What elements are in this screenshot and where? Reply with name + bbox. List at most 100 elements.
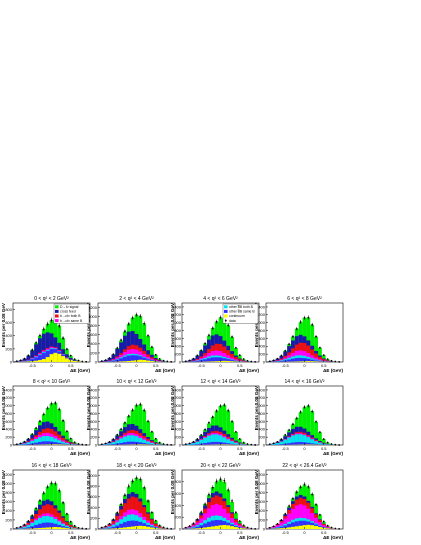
data-point — [235, 346, 237, 349]
y-tick-label: 1200 — [256, 312, 266, 317]
data-point — [280, 519, 283, 521]
data-point — [284, 513, 287, 515]
bar-other-same — [271, 528, 276, 529]
x-tick-label: 0.5 — [153, 363, 159, 368]
bar-signal — [230, 336, 234, 362]
y-tick-label: 600 — [90, 419, 97, 424]
y-tick-label: 0 — [179, 359, 182, 364]
bar-continuum — [317, 527, 322, 529]
data-point — [303, 483, 306, 486]
bar-other-same — [61, 526, 65, 529]
data-point — [166, 360, 169, 363]
bar-continuum — [203, 527, 208, 529]
legend-swatch-crossfeed — [55, 309, 59, 313]
x-tick-label: -0.5 — [282, 530, 290, 535]
y-tick-label: 0 — [179, 442, 182, 447]
x-tick-label: 0.5 — [68, 530, 74, 535]
bar-crossfeed — [30, 350, 35, 362]
y-tick-label: 600 — [5, 320, 12, 325]
bar-other-same — [287, 523, 292, 529]
data-point — [15, 526, 18, 529]
y-tick-label: 400 — [90, 341, 97, 346]
panel-title: 4 < q² < 6 GeV² — [203, 296, 238, 302]
bar-continuum — [233, 361, 238, 362]
data-point — [81, 443, 84, 446]
bar-continuum — [306, 361, 311, 362]
bar-continuum — [34, 360, 39, 362]
legend-swatch-continuum — [224, 314, 228, 318]
bar-other-same — [53, 523, 58, 529]
bar-continuum — [325, 528, 330, 529]
bar-continuum — [210, 526, 215, 529]
bar-other-same — [317, 444, 322, 445]
bar-other-same — [287, 443, 292, 445]
bar-signal — [134, 405, 139, 445]
data-point — [200, 349, 203, 352]
bar-other-same — [310, 359, 315, 362]
bar-other-same — [294, 357, 299, 362]
data-point — [268, 443, 271, 446]
bar-other-same — [279, 361, 284, 362]
bar-signal — [149, 431, 154, 445]
data-point — [211, 416, 214, 418]
y-tick-label: 1000 — [3, 481, 13, 486]
data-point — [23, 440, 26, 443]
data-point — [326, 441, 329, 444]
data-point — [35, 507, 37, 510]
bar-continuum — [130, 526, 135, 529]
bar-signal — [233, 347, 238, 362]
bar-continuum — [146, 526, 150, 529]
data-point — [192, 522, 195, 525]
panel-2: -0.5 0 0.5 0 200 400 600 800 1000 1200 2 < q² < 4 … — [86, 296, 175, 373]
bar-other-both — [294, 434, 299, 445]
bar-other-same — [314, 360, 318, 362]
data-point — [311, 323, 314, 326]
data-point — [62, 419, 64, 422]
bar-continuum — [298, 361, 303, 362]
y-tick-label: 800 — [90, 411, 97, 416]
y-tick-label: 600 — [90, 494, 97, 499]
data-point — [276, 440, 279, 443]
data-point — [295, 491, 298, 494]
bar-other-same — [207, 358, 211, 362]
y-tick-label: 200 — [174, 515, 181, 520]
bar-bcln-same — [306, 508, 311, 529]
bar-other-both — [30, 522, 35, 529]
bar-bcln-same — [291, 508, 295, 529]
data-point — [235, 431, 237, 433]
bar-crossfeed — [41, 333, 46, 362]
bar-continuum — [111, 528, 116, 529]
bar-continuum — [130, 360, 135, 362]
bar-other-same — [294, 442, 299, 445]
data-point — [19, 442, 22, 445]
bar-other-both — [22, 443, 27, 445]
bar-signal — [149, 347, 154, 362]
data-point — [292, 335, 294, 338]
bar-other-same — [64, 444, 69, 445]
x-tick-label: 0.5 — [68, 446, 74, 451]
data-point — [73, 524, 76, 527]
data-point — [147, 500, 149, 503]
x-tick-label: 0 — [135, 446, 138, 451]
data-point — [322, 438, 325, 440]
y-tick-label: 400 — [5, 333, 12, 338]
y-tick-label: 800 — [5, 307, 12, 312]
bar-other-same — [207, 521, 211, 529]
data-point — [120, 339, 122, 341]
series-data — [184, 403, 257, 446]
data-point — [62, 337, 64, 339]
y-tick-label: 800 — [174, 328, 181, 333]
data-point — [66, 348, 68, 350]
data-point — [162, 526, 165, 529]
y-tick-label: 400 — [5, 508, 12, 513]
bar-other-both — [199, 439, 204, 445]
data-point — [319, 431, 321, 434]
x-tick-label: -0.5 — [114, 363, 122, 368]
data-point — [184, 526, 187, 529]
panel-title: 12 < q² < 14 GeV² — [200, 379, 240, 385]
panel-title: 18 < q² < 20 GeV² — [116, 463, 156, 469]
bar-crossfeed — [191, 358, 196, 362]
bar-other-same — [49, 522, 54, 529]
data-point — [170, 443, 173, 446]
bar-bcln-same — [287, 513, 292, 529]
